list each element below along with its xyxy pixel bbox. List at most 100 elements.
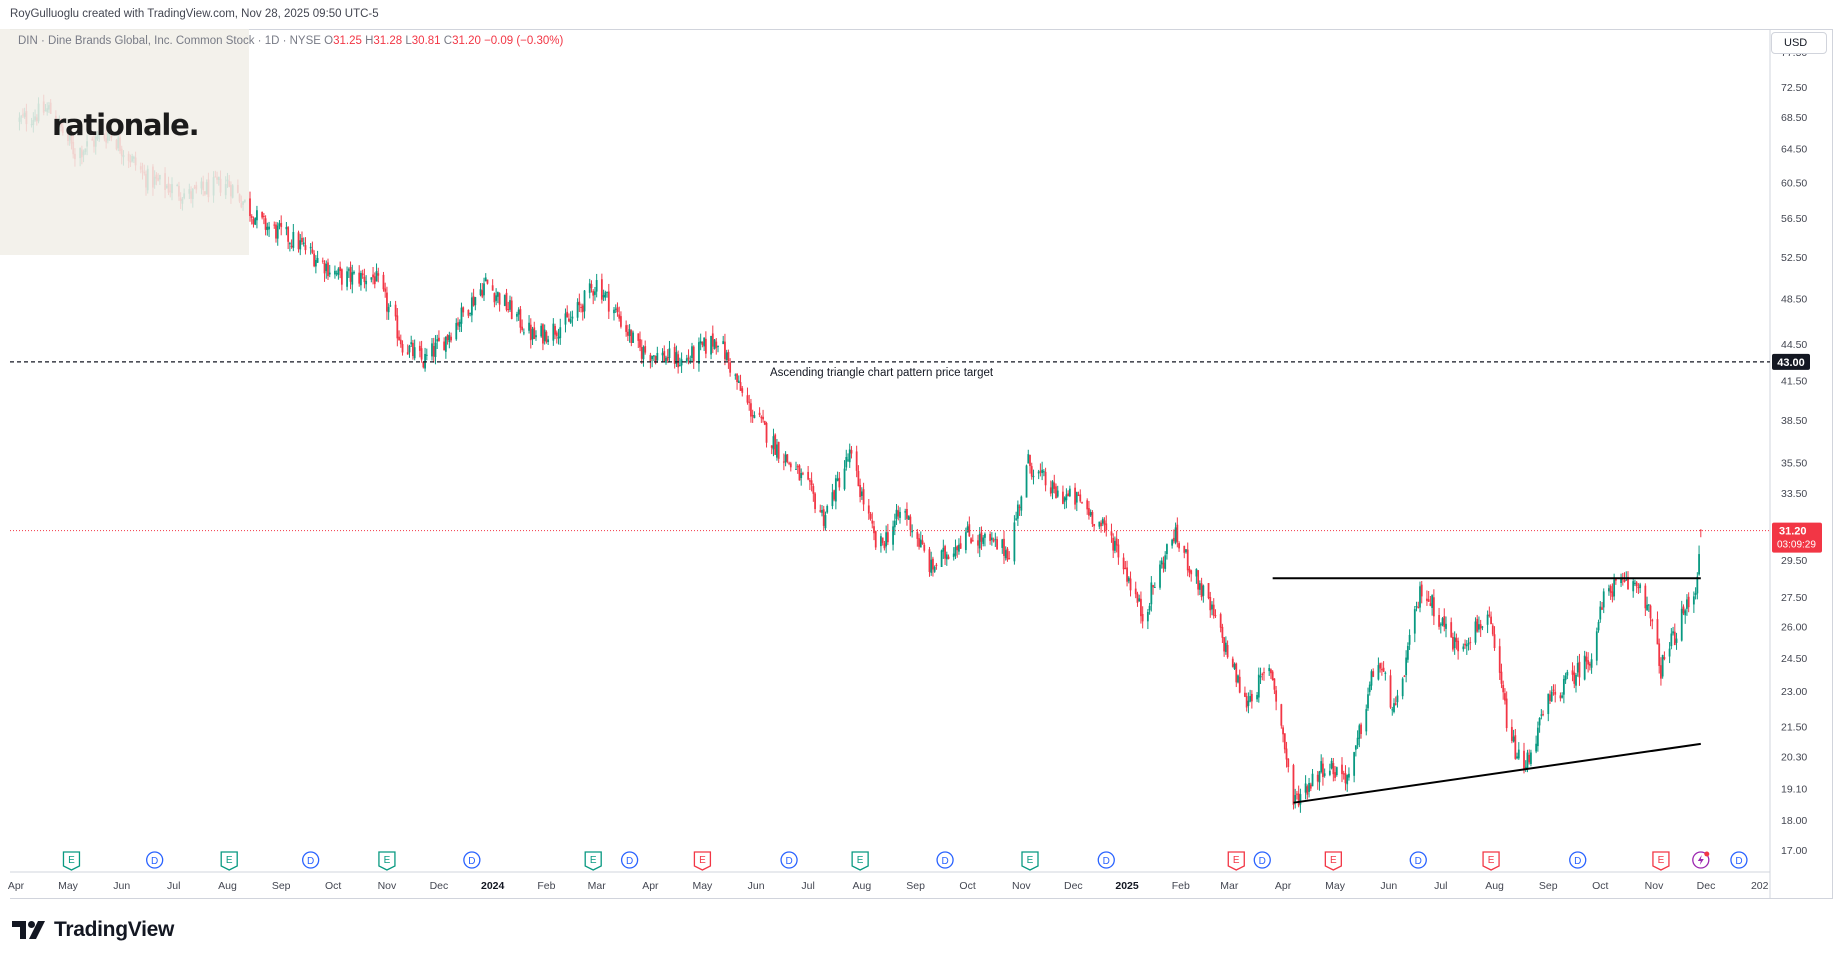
earnings-event-icon[interactable]: E [62,851,81,871]
candle [496,291,499,304]
price-tick-label: 27.50 [1781,592,1807,604]
candle [713,338,716,350]
earnings-event-icon[interactable]: E [1324,851,1342,871]
dividend-event-icon[interactable]: D [146,851,164,869]
earnings-event-icon[interactable]: E [220,851,238,871]
candle [1561,692,1564,699]
dividend-event-icon[interactable]: D [1097,851,1115,869]
earnings-event-icon[interactable]: E [1482,851,1500,871]
chart-pane[interactable] [10,29,1833,899]
candle [1498,638,1501,680]
earnings-event-icon[interactable]: E [1227,851,1245,871]
candle [436,334,439,349]
dividend-event-icon[interactable]: D [780,851,798,869]
candle [479,283,482,297]
candle [1488,606,1491,618]
dividend-event-icon[interactable]: D [1409,851,1427,869]
candle [535,330,537,341]
candle [1476,614,1479,633]
dividend-event-icon[interactable]: D [463,851,481,869]
dividend-event-icon[interactable]: D [1253,851,1271,869]
candle [1249,689,1252,703]
symbol-legend[interactable]: DIN · Dine Brands Global, Inc. Common St… [18,35,563,47]
candle [1542,710,1544,717]
price-tick-label: 18.00 [1781,815,1807,827]
dividend-event-icon[interactable]: D [936,851,954,869]
candle [940,549,943,568]
candle [1358,723,1361,748]
candle [510,296,513,320]
candle [776,438,778,461]
currency-selector-button[interactable]: USD [1771,32,1827,54]
candle [337,267,340,280]
candle [1041,461,1044,481]
candle [1223,637,1226,657]
candle [812,483,815,502]
dividend-event-icon[interactable]: D [1730,851,1748,869]
candle [885,525,888,554]
candle [450,332,452,343]
candle [1554,684,1557,703]
candle [1562,675,1565,704]
high-label: H [365,35,374,47]
candle [1365,704,1368,736]
candle [1160,557,1163,569]
candle [632,330,634,343]
earnings-event-icon[interactable]: E [378,851,396,871]
triangle-support-line[interactable] [1293,742,1701,804]
svg-text:D: D [1415,856,1422,867]
candle [1419,581,1421,613]
candle [327,258,329,280]
candle [1394,696,1397,706]
candle [254,217,257,226]
candle [1694,587,1697,600]
candle [1027,449,1030,464]
upcoming-event-icon[interactable] [1692,851,1710,869]
candle [1490,611,1492,625]
candle [1602,588,1605,614]
target-price-tag: 43.00 [1772,353,1810,370]
candle [287,226,290,250]
candle [1474,617,1477,645]
candle [595,273,598,298]
candle [916,528,919,547]
time-tick-label: 202 [1751,880,1769,892]
candle [276,222,279,246]
earnings-event-icon[interactable]: E [851,851,869,871]
candle [1379,662,1382,673]
tradingview-brand[interactable]: TradingView [12,918,174,942]
candle [335,270,338,277]
candle [886,523,889,546]
svg-text:E: E [226,855,233,866]
candle [1668,642,1671,664]
time-tick-label: Sep [1539,880,1558,892]
candle [1211,601,1213,616]
price-tick-label: 29.50 [1781,555,1807,567]
low-value: 30.81 [411,35,441,47]
time-tick-label: Mar [1220,880,1239,892]
earnings-event-icon[interactable]: E [584,851,602,871]
chart-created-by-caption: RoyGulluoglu created with TradingView.co… [10,8,379,20]
earnings-event-icon[interactable]: E [1652,851,1670,871]
candle [321,257,324,264]
candle [1183,545,1186,559]
candle [746,387,749,405]
dividend-event-icon[interactable]: D [302,851,320,869]
candle [262,212,265,225]
candle [897,505,900,521]
candle [533,321,536,340]
earnings-event-icon[interactable]: E [1021,851,1039,871]
earnings-event-icon[interactable]: E [693,851,712,871]
candle [1153,582,1156,588]
candle [881,537,884,546]
dividend-event-icon[interactable]: D [620,851,639,869]
candle [666,349,669,364]
candle [1455,633,1458,650]
candle [1008,551,1011,560]
candle [288,241,291,252]
candle [386,286,388,320]
dividend-event-icon[interactable]: D [1569,851,1587,869]
candle [1536,721,1539,752]
candle [1538,717,1541,733]
